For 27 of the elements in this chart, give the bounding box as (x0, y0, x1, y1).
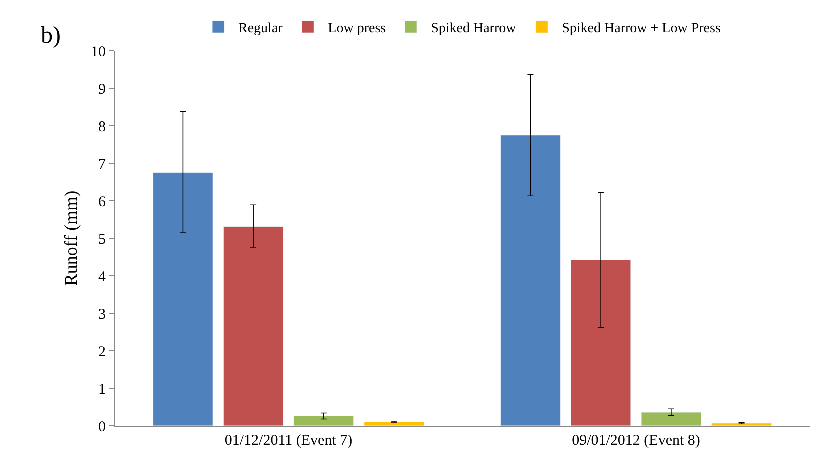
legend-label: Low press (328, 22, 386, 37)
bar (153, 172, 214, 426)
y-tick-label: 0 (98, 419, 106, 436)
bar (364, 422, 424, 426)
y-tick-label: 1 (98, 382, 106, 398)
y-tick-label: 9 (98, 82, 106, 98)
bar (500, 135, 561, 426)
bar (294, 416, 354, 426)
y-tick-label: 10 (91, 44, 106, 60)
y-tick-label: 5 (98, 232, 106, 248)
bar (570, 260, 632, 426)
y-tick-label: 7 (98, 156, 106, 173)
x-tick-label: 01/12/2011 (Event 7) (224, 433, 353, 449)
bar (712, 423, 772, 426)
y-tick-label: 4 (98, 269, 106, 286)
legend-label: Regular (238, 22, 284, 37)
y-tick-label: 8 (98, 119, 106, 136)
y-tick-label: 2 (98, 344, 106, 360)
legend-label: Spiked Harrow + Low Press (562, 22, 721, 37)
bar (641, 412, 702, 426)
y-tick-label: 3 (98, 306, 106, 323)
legend-label: Spiked Harrow (431, 22, 518, 37)
x-tick-label: 09/01/2012 (Event 8) (572, 433, 700, 449)
text: b) (41, 23, 61, 49)
bar (223, 226, 284, 426)
y-tick-label: 6 (98, 194, 106, 210)
y-axis-title: Runoff (mm) (61, 190, 82, 286)
